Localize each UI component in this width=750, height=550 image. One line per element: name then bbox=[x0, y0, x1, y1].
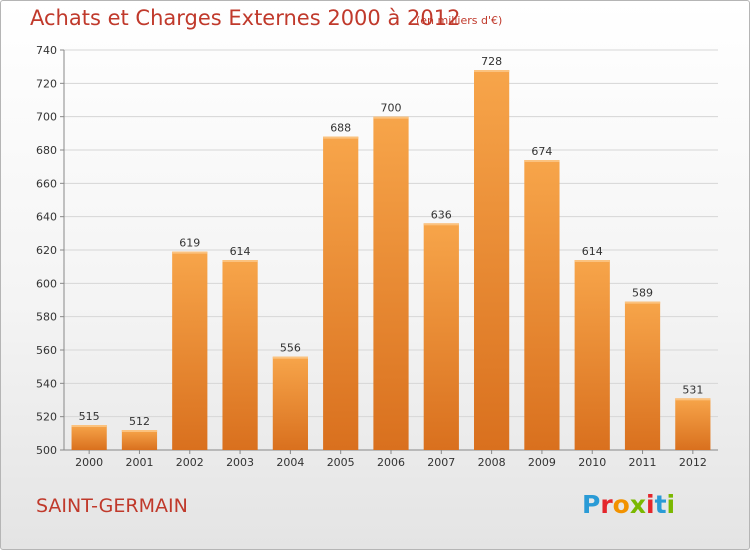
y-tick-label: 740 bbox=[36, 44, 57, 57]
bar-2009 bbox=[524, 160, 560, 450]
logo-letter: i bbox=[646, 490, 655, 519]
value-label-2011: 589 bbox=[632, 287, 653, 300]
value-label-2008: 728 bbox=[481, 55, 502, 68]
x-tick-label-2006: 2006 bbox=[377, 456, 405, 469]
y-tick-label: 700 bbox=[36, 111, 57, 124]
bar-highlight bbox=[272, 356, 308, 359]
bar-2000 bbox=[71, 425, 107, 450]
bar-2008 bbox=[474, 70, 510, 450]
y-tick-label: 720 bbox=[36, 77, 57, 90]
bar-2001 bbox=[121, 430, 158, 450]
x-tick-label-2007: 2007 bbox=[427, 456, 455, 469]
value-label-2000: 515 bbox=[79, 410, 100, 423]
value-label-2006: 700 bbox=[381, 102, 402, 115]
x-tick-label-2012: 2012 bbox=[679, 456, 707, 469]
logo-letter: i bbox=[666, 490, 676, 519]
y-tick-label: 640 bbox=[36, 211, 57, 224]
x-tick-label-2008: 2008 bbox=[478, 456, 506, 469]
x-tick-label-2000: 2000 bbox=[75, 456, 103, 469]
axes: 500 520 540 560 580 600 620 640 660 680 700 720 740 2… bbox=[36, 44, 718, 469]
value-label-2010: 614 bbox=[582, 245, 603, 258]
x-tick-label-2003: 2003 bbox=[226, 456, 254, 469]
bar-2011 bbox=[624, 301, 661, 450]
logo-letter: x bbox=[629, 490, 646, 519]
y-tick-label: 620 bbox=[36, 244, 57, 257]
y-tick-label: 520 bbox=[36, 411, 57, 424]
value-label-2009: 674 bbox=[531, 145, 552, 158]
bar-2005 bbox=[323, 136, 359, 450]
bar-highlight bbox=[222, 260, 258, 262]
proxiti-logo: Proxiti bbox=[582, 490, 675, 519]
bar-2003 bbox=[222, 260, 258, 450]
bar-2006 bbox=[373, 116, 409, 451]
chart-title: Achats et Charges Externes 2000 à 2012 bbox=[30, 6, 461, 30]
value-label-2012: 531 bbox=[682, 383, 703, 396]
y-tick-label: 680 bbox=[36, 144, 57, 157]
x-tick-label-2011: 2011 bbox=[629, 456, 657, 469]
bar-2004 bbox=[272, 356, 308, 450]
value-label-2003: 614 bbox=[230, 245, 251, 258]
bar-2007 bbox=[423, 223, 459, 450]
logo-letter: o bbox=[612, 490, 630, 519]
y-tick-label: 580 bbox=[36, 311, 57, 324]
bar-2002 bbox=[172, 251, 208, 450]
x-tick-label-2010: 2010 bbox=[578, 456, 606, 469]
bars bbox=[71, 70, 711, 451]
value-label-2002: 619 bbox=[179, 237, 200, 250]
y-tick-label: 500 bbox=[36, 444, 57, 457]
y-tick-label: 560 bbox=[36, 344, 57, 357]
bar-highlight bbox=[524, 160, 560, 162]
y-tick-label: 540 bbox=[36, 377, 57, 390]
chart-subtitle: (en milliers d'€) bbox=[416, 14, 503, 27]
bar-highlight bbox=[423, 223, 459, 226]
bar-highlight bbox=[574, 260, 610, 262]
value-label-2005: 688 bbox=[330, 122, 351, 135]
bar-highlight bbox=[675, 398, 711, 401]
logo-letter: t bbox=[654, 490, 667, 519]
value-label-2007: 636 bbox=[431, 208, 452, 221]
y-tick-label: 600 bbox=[36, 277, 57, 290]
bar-highlight bbox=[624, 301, 661, 304]
bar-2012 bbox=[675, 398, 711, 450]
y-tick-label: 660 bbox=[36, 177, 57, 190]
value-label-2004: 556 bbox=[280, 342, 301, 355]
bar-highlight bbox=[474, 70, 510, 72]
bar-highlight bbox=[71, 425, 107, 427]
bar-highlight bbox=[323, 136, 359, 139]
x-tick-label-2002: 2002 bbox=[176, 456, 204, 469]
bar-highlight bbox=[373, 116, 409, 119]
bar-highlight bbox=[121, 430, 158, 432]
city-name: SAINT-GERMAIN bbox=[36, 495, 188, 517]
logo-letter: r bbox=[600, 490, 613, 519]
value-labels: 515 512 619 614 556 688 700 636 728 674 614 589 531 bbox=[79, 55, 704, 428]
x-tick-label-2009: 2009 bbox=[528, 456, 556, 469]
x-tick-label-2004: 2004 bbox=[276, 456, 304, 469]
x-tick-label-2005: 2005 bbox=[327, 456, 355, 469]
x-tick-label-2001: 2001 bbox=[125, 456, 153, 469]
value-label-2001: 512 bbox=[129, 415, 150, 428]
bar-2010 bbox=[574, 260, 610, 450]
logo-letter: P bbox=[582, 490, 601, 519]
bar-highlight bbox=[172, 251, 208, 254]
